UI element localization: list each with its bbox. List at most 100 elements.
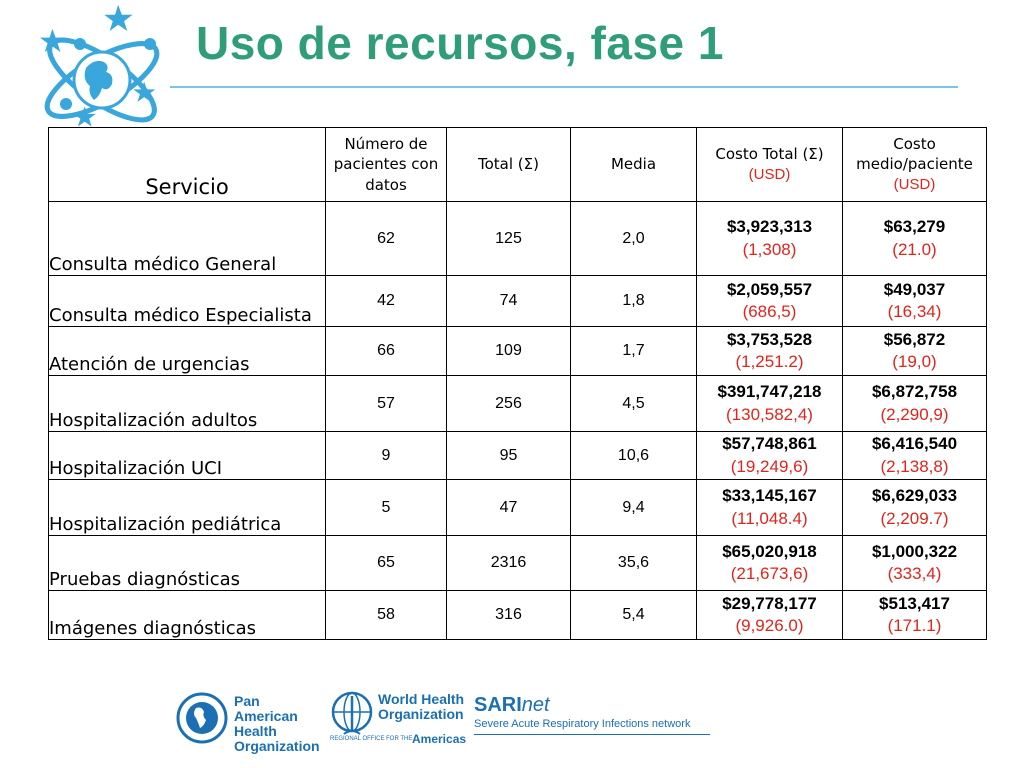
cell-costo-medio: $513,417 (171.1) — [842, 590, 987, 640]
costo-medio-sub: (333,4) — [887, 564, 942, 583]
header-costo-total-label: Costo Total (Σ) — [715, 144, 824, 163]
header-row: Servicio Número de pacientes con datos T… — [48, 127, 987, 202]
costo-medio-sub: (2,209.7) — [880, 508, 949, 528]
table-row: Consulta médico Especialista 42 74 1,8 $… — [48, 275, 987, 327]
costo-total-sub: (11,048.4) — [731, 508, 808, 528]
cell-total: 2316 — [446, 535, 571, 591]
cell-numero: 42 — [325, 275, 447, 327]
cell-costo-medio: $1,000,322 (333,4) — [842, 535, 987, 591]
cell-costo-total: $2,059,557 (686,5) — [696, 275, 843, 327]
cell-costo-medio: $63,279 (21.0) — [842, 201, 987, 276]
cell-numero: 62 — [325, 201, 447, 276]
costo-medio-sub: (2,290,9) — [880, 404, 949, 424]
sarinet-underline — [474, 734, 710, 735]
header-media: Media — [570, 127, 697, 202]
cell-total: 74 — [446, 275, 571, 327]
cell-costo-total: $57,748,861 (19,249,6) — [696, 431, 843, 480]
costo-total-sub: (130,582,4) — [726, 404, 813, 424]
who-region-label: REGIONAL OFFICE FOR THE — [330, 736, 413, 742]
cell-numero: 57 — [325, 375, 447, 432]
paho-name-line1: Pan American — [234, 693, 298, 724]
costo-total-sub: (9,926.0) — [735, 616, 804, 635]
globe-logo-icon — [40, 4, 160, 127]
cell-numero: 58 — [325, 590, 447, 640]
sarinet-logo: SARInet Severe Acute Respiratory Infecti… — [472, 688, 716, 750]
cell-costo-medio: $49,037 (16,34) — [842, 275, 987, 327]
cell-costo-total: $33,145,167 (11,048.4) — [696, 479, 843, 536]
table-row: Imágenes diagnósticas 58 316 5,4 $29,778… — [48, 590, 987, 640]
costo-medio-value: $6,629,033 — [871, 486, 958, 506]
cell-numero: 65 — [325, 535, 447, 591]
cell-media: 1,7 — [570, 326, 697, 376]
cell-media: 2,0 — [570, 201, 697, 276]
costo-medio-value: $63,279 — [883, 217, 946, 237]
costo-medio-value: $49,037 — [883, 279, 946, 299]
sarinet-subtitle: Severe Acute Respiratory Infections netw… — [474, 718, 691, 730]
costo-total-sub: (19,249,6) — [730, 456, 809, 476]
cell-media: 35,6 — [570, 535, 697, 591]
costo-medio-sub: (2,138,8) — [880, 456, 949, 476]
cell-servicio: Hospitalización adultos — [48, 375, 326, 432]
costo-medio-sub: (16,34) — [887, 302, 942, 321]
costo-medio-value: $6,872,758 — [871, 382, 958, 402]
cell-total: 109 — [446, 326, 571, 376]
table-row: Hospitalización UCI 9 95 10,6 $57,748,86… — [48, 431, 987, 480]
cell-total: 316 — [446, 590, 571, 640]
cell-total: 47 — [446, 479, 571, 536]
costo-total-value: $65,020,918 — [722, 541, 817, 561]
resources-table: Servicio Número de pacientes con datos T… — [48, 127, 987, 640]
who-logo: World Health Organization REGIONAL OFFIC… — [330, 688, 466, 750]
cell-costo-total: $3,923,313 (1,308) — [696, 201, 843, 276]
header-total: Total (Σ) — [446, 127, 571, 202]
header-costo-total-unit: (USD) — [748, 166, 791, 183]
cell-servicio: Imágenes diagnósticas — [48, 590, 326, 640]
cell-costo-total: $3,753,528 (1,251.2) — [696, 326, 843, 376]
title-underline — [170, 86, 958, 88]
costo-medio-value: $6,416,540 — [871, 434, 958, 454]
costo-medio-value: $56,872 — [883, 329, 946, 349]
table-row: Consulta médico General 62 125 2,0 $3,92… — [48, 201, 987, 276]
cell-total: 95 — [446, 431, 571, 480]
table-row: Pruebas diagnósticas 65 2316 35,6 $65,02… — [48, 535, 987, 591]
cell-servicio: Consulta médico Especialista — [48, 275, 326, 327]
cell-costo-total: $391,747,218 (130,582,4) — [696, 375, 843, 432]
cell-numero: 9 — [325, 431, 447, 480]
costo-medio-value: $513,417 — [879, 593, 950, 613]
sarinet-brand-b: net — [521, 694, 550, 716]
costo-medio-sub: (21.0) — [892, 239, 937, 259]
cell-costo-medio: $56,872 (19,0) — [842, 326, 987, 376]
cell-numero: 66 — [325, 326, 447, 376]
costo-medio-sub: (19,0) — [892, 352, 937, 371]
costo-total-sub: (1,251.2) — [735, 352, 804, 371]
cell-media: 10,6 — [570, 431, 697, 480]
paho-name-line3: Organization — [234, 738, 320, 754]
costo-medio-value: $1,000,322 — [871, 541, 958, 561]
costo-medio-sub: (171.1) — [887, 616, 942, 635]
header-costo-medio-label: Costo medio/paciente — [856, 134, 973, 173]
cell-servicio: Consulta médico General — [48, 201, 326, 276]
who-region-name: Americas — [412, 732, 467, 746]
cell-costo-medio: $6,629,033 (2,209.7) — [842, 479, 987, 536]
cell-servicio: Pruebas diagnósticas — [48, 535, 326, 591]
who-name-line1: World Health — [378, 691, 465, 707]
cell-servicio: Hospitalización UCI — [48, 431, 326, 480]
header-costo-total: Costo Total (Σ) (USD) — [696, 127, 843, 202]
page-title: Uso de recursos, fase 1 — [196, 17, 724, 69]
cell-media: 9,4 — [570, 479, 697, 536]
header-costo-medio: Costo medio/paciente (USD) — [842, 127, 987, 202]
header-servicio: Servicio — [48, 127, 326, 202]
cell-costo-total: $65,020,918 (21,673,6) — [696, 535, 843, 591]
cell-media: 5,4 — [570, 590, 697, 640]
costo-total-value: $57,748,861 — [722, 434, 817, 454]
cell-costo-total: $29,778,177 (9,926.0) — [696, 590, 843, 640]
table-row: Atención de urgencias 66 109 1,7 $3,753,… — [48, 326, 987, 376]
sarinet-brand-a: SARI — [474, 694, 522, 716]
cell-total: 125 — [446, 201, 571, 276]
costo-total-value: $2,059,557 — [726, 279, 813, 299]
table-row: Hospitalización pediátrica 5 47 9,4 $33,… — [48, 479, 987, 536]
costo-total-sub: (1,308) — [742, 239, 797, 259]
cell-servicio: Atención de urgencias — [48, 326, 326, 376]
table-row: Hospitalización adultos 57 256 4,5 $391,… — [48, 375, 987, 432]
costo-total-value: $3,923,313 — [726, 217, 813, 237]
cell-total: 256 — [446, 375, 571, 432]
